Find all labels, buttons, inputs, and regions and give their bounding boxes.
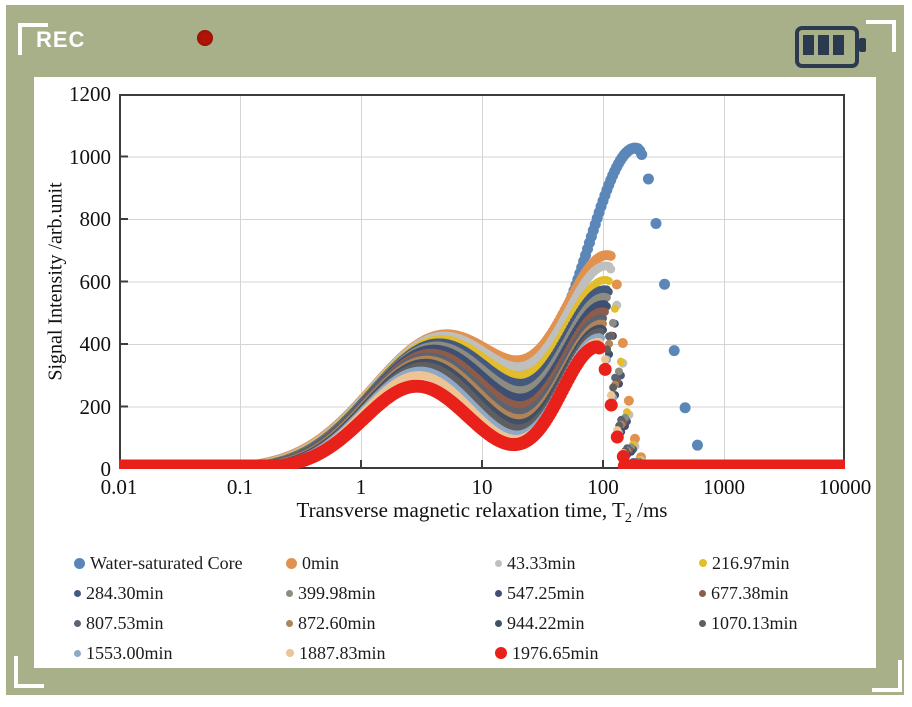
legend-item: 399.98min [286,578,495,608]
legend-marker-icon [699,589,706,597]
y-tick-label: 200 [79,394,112,419]
legend-label: Water-saturated Core [90,552,243,573]
legend-marker-icon [495,559,502,567]
battery-nub [859,38,866,52]
legend-item: 1976.65min [495,638,699,668]
legend-label: 872.60min [298,612,376,633]
viewfinder-corner-bottom-left [14,656,44,688]
viewfinder-corner-bottom-right [872,660,902,692]
legend-item: 807.53min [74,608,286,638]
legend-marker-icon [74,589,81,597]
legend-marker-icon [74,649,81,657]
legend-label: 1553.00min [86,642,173,663]
legend-item: 216.97min [699,548,864,578]
legend-label: 807.53min [86,612,164,633]
legend-item: 1553.00min [74,638,286,668]
legend-item: 1070.13min [699,608,864,638]
battery-icon [795,26,866,68]
battery-bar [803,35,814,55]
legend-marker-icon [286,649,294,657]
legend-label: 216.97min [712,552,790,573]
chart-legend: Water-saturated Core 0min 43.33min 216.97mi… [74,548,864,668]
legend-item: 1887.83min [286,638,495,668]
t2-relaxation-chart-canvas [119,94,845,469]
legend-label: 1887.83min [299,642,386,663]
legend-marker-icon [286,557,297,569]
legend-marker-icon [699,559,707,567]
y-tick-label: 1200 [69,82,111,106]
legend-marker-icon [286,619,293,627]
x-tick-label: 10000 [818,475,872,499]
viewfinder-corner-top-right [866,20,896,52]
legend-marker-icon [74,619,81,627]
legend-label: 0min [302,552,340,573]
recording-dot-icon [197,30,213,46]
legend-item: 0min [286,548,495,578]
plot-area [119,94,845,469]
legend-marker-icon [74,557,85,569]
legend-item: 284.30min [74,578,286,608]
x-tick-label: 100 [587,475,619,499]
legend-label: 677.38min [711,582,789,603]
legend-item: Water-saturated Core [74,548,286,578]
legend-label: 1976.65min [512,642,599,663]
legend-item: 944.22min [495,608,699,638]
rec-label: REC [36,27,86,52]
legend-label: 547.25min [507,582,585,603]
x-axis-title-sub: 2 [624,511,632,527]
legend-label: 284.30min [86,582,164,603]
legend-marker-icon [495,589,502,597]
legend-label: 1070.13min [711,612,798,633]
x-tick-label: 0.1 [226,475,254,499]
y-tick-label: 600 [79,269,112,294]
legend-marker-icon [286,589,293,597]
battery-bar [833,35,844,55]
x-tick-label: 1000 [703,475,745,499]
legend-label: 399.98min [298,582,376,603]
x-tick-label: 1 [355,475,367,499]
legend-marker-icon [495,619,502,627]
legend-label: 944.22min [507,612,585,633]
legend-item: 872.60min [286,608,495,638]
battery-bar [818,35,829,55]
chart-panel: 0 200 400 600 800 1000 1200 0.01 0.1 1 10 100 1000 1… [34,77,876,668]
x-tick-label: 0.01 [100,475,138,499]
legend-item: 43.33min [495,548,699,578]
y-tick-label: 1000 [69,144,111,169]
x-tick-label: 10 [471,475,493,499]
y-tick-label: 0 [100,457,112,481]
viewfinder-corner-top-left [18,23,48,55]
x-axis-title-unit: /ms [631,498,668,522]
y-tick-label: 400 [79,332,112,356]
legend-item: 677.38min [699,578,864,608]
legend-label: 43.33min [507,552,576,573]
y-tick-label: 800 [79,207,112,231]
y-axis-title: Signal Intensity /arb.unit [44,182,67,381]
legend-marker-icon [699,619,706,627]
x-axis-title: Transverse magnetic relaxation time, T2 … [182,498,782,527]
x-axis-title-main: Transverse magnetic relaxation time, T [296,498,625,522]
legend-item: 547.25min [495,578,699,608]
legend-marker-icon [495,647,507,659]
